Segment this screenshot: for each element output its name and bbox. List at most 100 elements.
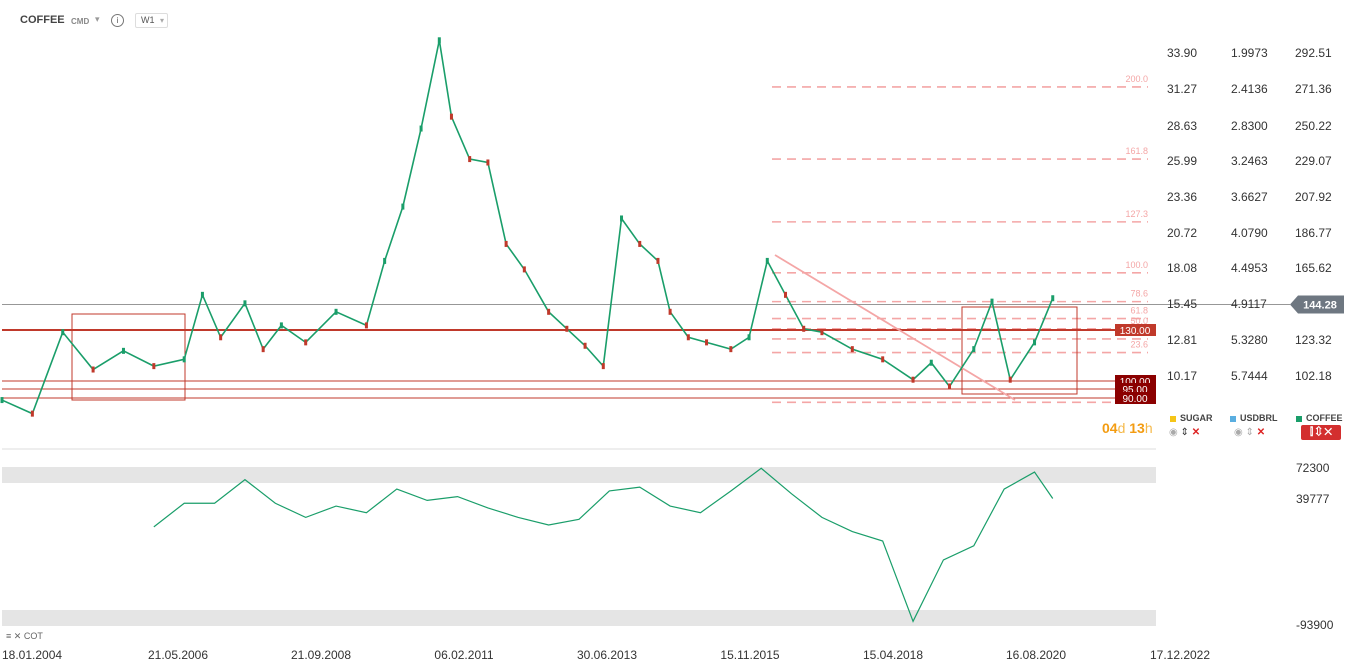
fib-label: 61.8 bbox=[1130, 306, 1148, 316]
price-candle bbox=[1008, 376, 1012, 383]
price-candle bbox=[850, 346, 854, 353]
price-candle bbox=[547, 308, 551, 315]
price-tick-sugar: 20.72 bbox=[1167, 226, 1197, 240]
price-candle bbox=[929, 359, 933, 366]
fib-label: 100.0 bbox=[1125, 260, 1148, 270]
price-tick-coffee: 250.22 bbox=[1295, 119, 1332, 133]
cot-top-band bbox=[2, 467, 1156, 483]
usdbrl-controls[interactable]: ◉ ⇕ ✕ bbox=[1234, 427, 1265, 438]
price-candle bbox=[638, 240, 642, 247]
sugar-controls[interactable]: ◉ ⇕ ✕ bbox=[1169, 427, 1200, 438]
price-tick-coffee: 229.07 bbox=[1295, 154, 1332, 168]
price-candle bbox=[468, 156, 472, 163]
price-candle bbox=[364, 322, 368, 329]
price-tick-usdbrl: 5.3280 bbox=[1231, 333, 1268, 347]
price-candle bbox=[947, 383, 951, 390]
price-candle bbox=[91, 366, 95, 373]
fib-label: 23.6 bbox=[1130, 340, 1148, 350]
price-candle bbox=[437, 37, 441, 44]
price-candle bbox=[668, 308, 672, 315]
fib-label: 161.8 bbox=[1125, 146, 1148, 156]
x-tick: 15.04.2018 bbox=[863, 648, 923, 662]
chevron-down-icon[interactable]: ▾ bbox=[95, 14, 100, 24]
x-tick: 06.02.2011 bbox=[434, 648, 493, 662]
legend-item-sugar[interactable]: SUGAR bbox=[1170, 413, 1213, 423]
sort-icon[interactable]: ⇕ bbox=[1315, 427, 1322, 438]
coffee-controls[interactable]: ⫿ ⇕ ✕ bbox=[1301, 425, 1341, 440]
info-icon[interactable]: i bbox=[111, 14, 124, 27]
x-tick: 16.08.2020 bbox=[1006, 648, 1066, 662]
cot-bottom-band bbox=[2, 610, 1156, 626]
price-candle bbox=[486, 159, 490, 166]
close-icon[interactable]: ✕ bbox=[13, 631, 22, 641]
symbol-title[interactable]: COFFEE bbox=[20, 14, 65, 26]
level-label: 100.00 bbox=[1120, 377, 1151, 388]
eye-icon[interactable]: ◉ bbox=[1169, 427, 1178, 438]
close-icon[interactable]: ✕ bbox=[1256, 427, 1266, 438]
price-candle bbox=[656, 257, 660, 264]
price-tick-sugar: 18.08 bbox=[1167, 261, 1197, 275]
price-candle bbox=[522, 266, 526, 273]
market-label[interactable]: CMD bbox=[71, 17, 90, 26]
price-candle bbox=[243, 300, 247, 307]
price-candle bbox=[334, 308, 338, 315]
fib-label: 127.3 bbox=[1125, 209, 1148, 219]
price-tick-usdbrl: 3.6627 bbox=[1231, 190, 1268, 204]
price-candle bbox=[1051, 295, 1055, 302]
price-candle bbox=[383, 257, 387, 264]
level-tag bbox=[1115, 392, 1156, 404]
menu-icon[interactable]: ≡ bbox=[6, 631, 12, 641]
close-icon[interactable]: ✕ bbox=[1191, 427, 1201, 438]
price-candle bbox=[30, 410, 34, 417]
level-label: 95.00 bbox=[1122, 385, 1147, 396]
price-tick-usdbrl: 1.9973 bbox=[1231, 46, 1268, 60]
price-candle bbox=[261, 346, 265, 353]
price-tick-usdbrl: 2.4136 bbox=[1231, 82, 1268, 96]
x-tick: 21.09.2008 bbox=[291, 648, 351, 662]
timer-days: 04 bbox=[1102, 420, 1118, 436]
sort-icon[interactable]: ⇕ bbox=[1180, 427, 1189, 438]
coffee-swatch bbox=[1296, 415, 1302, 422]
price-candle bbox=[820, 329, 824, 336]
price-candle bbox=[304, 339, 308, 346]
price-tick-sugar: 23.36 bbox=[1167, 190, 1197, 204]
price-tick-sugar: 25.99 bbox=[1167, 154, 1197, 168]
close-icon[interactable]: ✕ bbox=[1324, 427, 1333, 438]
price-tick-coffee: 271.36 bbox=[1295, 82, 1332, 96]
price-candle bbox=[419, 125, 423, 132]
price-candle bbox=[990, 298, 994, 305]
price-tick-coffee: 207.92 bbox=[1295, 190, 1332, 204]
eye-icon[interactable]: ◉ bbox=[1234, 427, 1243, 438]
price-candle bbox=[449, 113, 453, 120]
price-candle bbox=[784, 291, 788, 298]
price-candle bbox=[200, 291, 204, 298]
price-candle bbox=[802, 325, 806, 332]
fib-label: 78.6 bbox=[1130, 289, 1148, 299]
price-candle bbox=[686, 334, 690, 341]
price-candle bbox=[219, 334, 223, 341]
sort-icon[interactable]: ⇕ bbox=[1245, 427, 1254, 438]
legend-item-coffee[interactable]: COFFEE bbox=[1296, 413, 1343, 423]
fib-label: 200.0 bbox=[1125, 74, 1148, 84]
price-candle bbox=[765, 257, 769, 264]
cot-panel-label[interactable]: ≡ ✕ COT bbox=[6, 631, 43, 642]
price-candle bbox=[705, 339, 709, 346]
price-tick-coffee: 292.51 bbox=[1295, 46, 1332, 60]
price-tick-coffee: 186.77 bbox=[1295, 226, 1332, 240]
x-tick: 30.06.2013 bbox=[577, 648, 637, 662]
price-tick-sugar: 10.17 bbox=[1167, 369, 1197, 383]
x-tick: 18.01.2004 bbox=[2, 648, 62, 662]
legend-item-usdbrl[interactable]: USDBRL bbox=[1230, 413, 1278, 423]
price-candle bbox=[747, 334, 751, 341]
timeframe-select[interactable]: W1 ▾ bbox=[135, 13, 168, 28]
cot-label: COT bbox=[23, 631, 43, 641]
current-price-tag bbox=[1290, 295, 1344, 314]
candle-icon[interactable]: ⫿ bbox=[1309, 427, 1314, 438]
cot-series bbox=[153, 467, 1054, 623]
price-candle bbox=[729, 346, 733, 353]
sugar-swatch bbox=[1170, 415, 1176, 422]
range-box bbox=[961, 306, 1078, 395]
price-tick-usdbrl: 3.2463 bbox=[1231, 154, 1268, 168]
price-candle bbox=[279, 322, 283, 329]
